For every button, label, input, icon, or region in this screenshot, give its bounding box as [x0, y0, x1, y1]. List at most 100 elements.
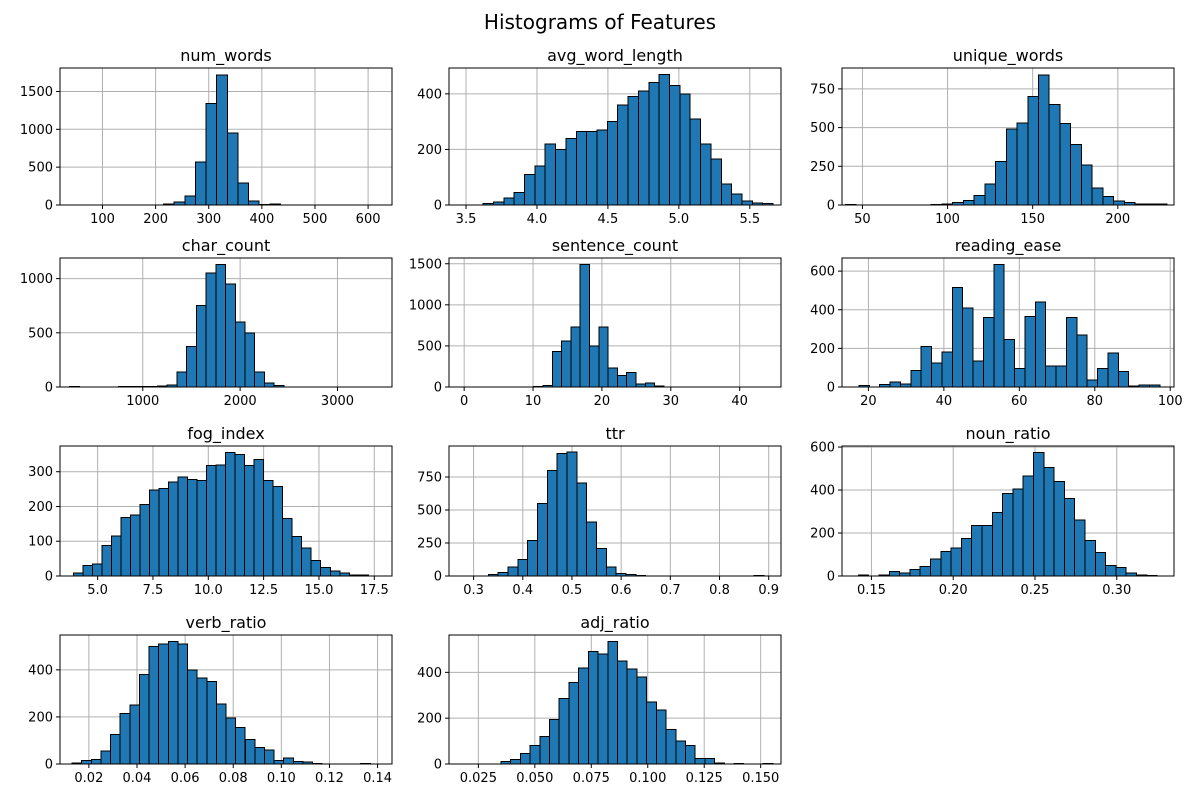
- axes-border: [448, 634, 782, 765]
- subplot-title: ttr: [605, 424, 625, 443]
- subplot-title: verb_ratio: [185, 613, 267, 632]
- histogram-bar: [555, 148, 567, 206]
- x-tick-label: 0.14: [363, 771, 392, 786]
- histogram-bar: [273, 759, 285, 765]
- x-tick-label: 0.8: [709, 583, 730, 598]
- histogram-bars: [69, 264, 382, 388]
- histogram-bar: [587, 651, 599, 765]
- histogram-bar: [253, 459, 265, 577]
- histogram-bar: [700, 143, 712, 206]
- histogram-plot: 0.025 0.050 0.075 0.100 0.125 0.150 0 200 400: [417, 634, 782, 786]
- y-tick-label: 600: [810, 265, 835, 280]
- histogram-bar: [205, 272, 217, 388]
- histogram-bar: [1043, 466, 1055, 577]
- x-tick-label: 17.5: [360, 583, 389, 598]
- x-tick-label: 3.5: [456, 212, 477, 227]
- histogram-bar: [254, 747, 265, 765]
- histogram-bar: [244, 464, 255, 577]
- subplot-title: char_count: [181, 236, 271, 255]
- histogram-bar: [1105, 564, 1117, 577]
- histogram-bar: [606, 121, 619, 206]
- y-tick-label: 750: [417, 471, 442, 486]
- x-tick-label: 50: [854, 212, 871, 227]
- histogram-bar: [215, 264, 227, 388]
- subplot-unique_words: unique_words 50 100 150 200 0 250 500 750: [802, 44, 1175, 233]
- histogram-bar: [578, 667, 589, 765]
- histogram-bars: [487, 451, 765, 577]
- y-tick-label: 200: [28, 500, 53, 515]
- axes-border: [59, 445, 393, 577]
- histogram-bar: [119, 712, 131, 765]
- histogram-bar: [310, 559, 322, 577]
- y-tick-label: 100: [28, 535, 53, 550]
- histogram-bar: [616, 375, 628, 388]
- histogram-bar: [225, 283, 236, 388]
- histogram-bar: [598, 326, 609, 388]
- histogram-bar: [194, 161, 207, 206]
- y-tick-label: 1000: [20, 123, 53, 138]
- histogram-bar: [534, 165, 546, 206]
- y-tick-label: 400: [28, 663, 53, 678]
- histogram-bar: [1074, 519, 1086, 577]
- y-tick-label: 1500: [409, 257, 442, 272]
- x-tick-label: 150: [1020, 212, 1045, 227]
- subplot-title: adj_ratio: [580, 613, 650, 632]
- histogram-bar: [920, 345, 933, 388]
- histogram-bar: [1080, 164, 1093, 206]
- histogram-bar: [225, 452, 236, 577]
- x-tick-label: 4.5: [598, 212, 619, 227]
- y-tick-label: 500: [28, 326, 53, 341]
- histogram-bar: [167, 481, 179, 577]
- histogram-bar: [120, 517, 131, 577]
- histogram-bar: [1076, 334, 1088, 388]
- histogram-bar: [235, 727, 246, 765]
- histogram-bar: [636, 676, 648, 765]
- x-tick-label: 0.25: [1021, 583, 1050, 598]
- x-tick-label: 40: [731, 394, 748, 409]
- histogram-bar: [529, 745, 541, 765]
- histogram-bar: [1102, 195, 1115, 206]
- subplot-title: sentence_count: [551, 236, 679, 255]
- histogram-bars: [163, 74, 377, 206]
- histogram-bar: [655, 709, 667, 765]
- y-tick-label: 400: [417, 666, 442, 681]
- x-tick-label: 500: [303, 212, 328, 227]
- histogram-bar: [940, 550, 952, 577]
- histogram-bar: [962, 307, 974, 388]
- histogram-bar: [596, 129, 608, 206]
- histogram-bar: [1014, 368, 1026, 388]
- histogram-bar: [167, 641, 179, 765]
- histogram-bar: [576, 482, 588, 577]
- histogram-bar: [984, 183, 997, 206]
- x-tick-label: 0.20: [939, 583, 968, 598]
- histogram-bar: [139, 504, 150, 577]
- histogram-bar: [1048, 103, 1061, 206]
- histogram-bar: [668, 85, 681, 206]
- histogram-bar: [1033, 451, 1045, 577]
- histogram-bar: [637, 90, 650, 206]
- y-tick-label: 1000: [20, 272, 53, 287]
- x-tick-label: 100: [1158, 394, 1183, 409]
- x-tick-label: 0.9: [758, 583, 779, 598]
- histogram-bar: [710, 158, 722, 206]
- y-tick-label: 1000: [409, 298, 442, 313]
- histogram-bars: [500, 640, 774, 765]
- histogram-bar: [627, 96, 639, 206]
- histogram-bar: [1070, 144, 1082, 206]
- histogram-bar: [646, 701, 657, 765]
- histogram-plot: 0.3 0.4 0.5 0.6 0.7 0.8 0.9 0 250 500 750: [417, 445, 782, 598]
- histogram-bar: [91, 563, 103, 577]
- y-tick-label: 0: [827, 199, 835, 214]
- histogram-bar: [558, 698, 570, 765]
- histogram-bar: [519, 753, 531, 765]
- histogram-bar: [950, 547, 962, 577]
- y-tick-label: 600: [810, 441, 835, 456]
- histogram-bar: [1091, 187, 1104, 206]
- histogram-bar: [148, 489, 160, 577]
- x-tick-label: 200: [1105, 212, 1130, 227]
- histogram-bar: [101, 544, 112, 577]
- histogram-bar: [1003, 339, 1016, 388]
- histogram-bar: [510, 758, 521, 765]
- histogram-bar: [129, 514, 141, 577]
- histogram-bar: [1084, 540, 1096, 577]
